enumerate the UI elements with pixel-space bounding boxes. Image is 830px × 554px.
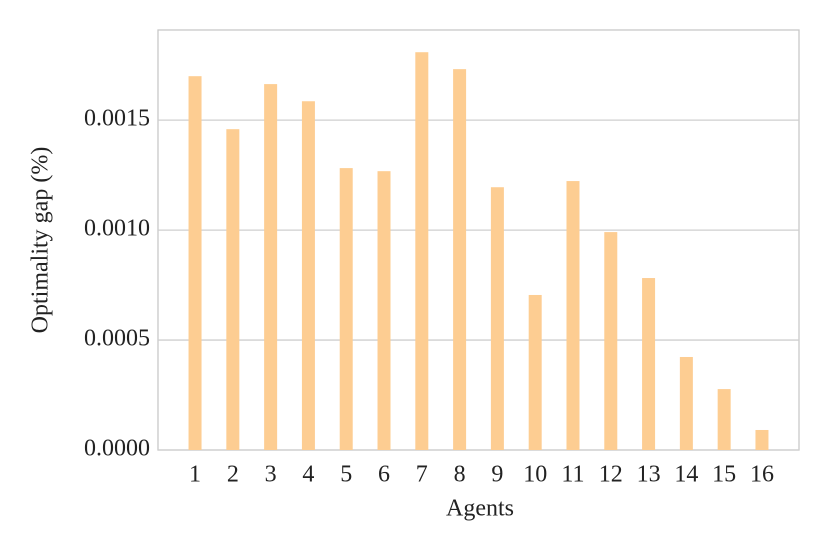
y-tick-label: 0.0005	[84, 326, 150, 352]
x-tick-label: 1	[189, 462, 201, 488]
x-tick-label: 16	[750, 462, 774, 488]
x-tick-label: 7	[416, 462, 428, 488]
y-tick-label: 0.0010	[84, 216, 150, 242]
bar	[301, 101, 315, 451]
bar	[528, 294, 542, 450]
x-tick-label: 4	[302, 462, 314, 488]
x-tick-label: 10	[523, 462, 547, 488]
bar	[642, 278, 656, 450]
bar	[679, 356, 693, 450]
bar	[188, 76, 202, 450]
x-tick-label: 6	[378, 462, 390, 488]
y-tick-label: 0.0000	[84, 436, 150, 462]
bar	[339, 168, 353, 450]
bar	[604, 232, 618, 450]
x-tick-label: 3	[265, 462, 277, 488]
x-tick-label: 5	[340, 462, 352, 488]
bar	[717, 389, 731, 450]
bar	[755, 429, 769, 450]
bar	[226, 129, 240, 450]
x-tick-label: 8	[454, 462, 466, 488]
x-tick-label: 12	[599, 462, 623, 488]
plot-frame	[157, 29, 800, 451]
x-tick-label: 13	[637, 462, 661, 488]
x-tick-label: 14	[674, 462, 698, 488]
x-tick-label: 2	[227, 462, 239, 488]
bar	[566, 181, 580, 451]
bar	[415, 52, 429, 451]
y-tick-label: 0.0015	[84, 106, 150, 132]
x-axis-label: Agents	[446, 496, 514, 522]
bar	[377, 171, 391, 450]
bar	[490, 187, 504, 450]
x-tick-label: 15	[712, 462, 736, 488]
x-tick-label: 11	[561, 462, 584, 488]
bar	[453, 69, 467, 450]
x-tick-label: 9	[491, 462, 503, 488]
bar	[264, 84, 278, 450]
y-axis-label: Optimality gap (%)	[28, 147, 54, 334]
